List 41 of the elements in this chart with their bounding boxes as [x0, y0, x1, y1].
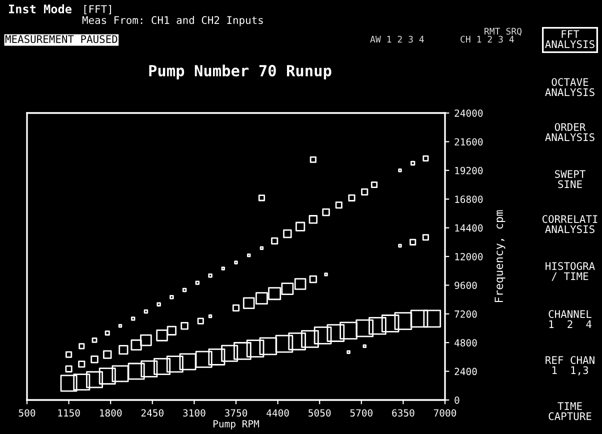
x-tick-label: 2450	[141, 409, 164, 417]
text: Meas From: CH1 and CH2 Inputs	[82, 16, 263, 26]
text: MEASUREMENT PAUSED	[5, 35, 118, 44]
text: CH 1 2 3 4	[460, 36, 514, 43]
text: REF CHAN 1 1,3	[546, 356, 594, 376]
x-tick-label: 500	[18, 409, 36, 417]
text: RMT SRQ	[484, 28, 522, 36]
y-tick-label: 19200	[455, 166, 483, 174]
x-tick-label: 3100	[183, 409, 206, 417]
text: TIME CAPTURE	[548, 402, 592, 420]
text: CHANNEL 1 2 4	[548, 310, 592, 328]
text: FFT ANALYSIS	[545, 30, 594, 48]
x-tick-label: 5050	[308, 409, 331, 417]
y-tick-label: 7200	[454, 310, 477, 318]
y-tick-label: 2400	[454, 368, 477, 376]
y-axis-title: Frequency, cpm	[494, 210, 506, 302]
x-tick-label: 3750	[224, 409, 248, 417]
x-tick-label: 6350	[392, 409, 414, 417]
y-tick-label: 21600	[454, 138, 483, 146]
text: ORDER ANALYSIS	[545, 123, 594, 142]
x-axis-title: Pump RPM	[214, 420, 259, 430]
text: SWEPT SINE	[555, 170, 586, 188]
text: AW 1 2 3 4	[370, 36, 424, 43]
y-tick-label: 9600	[454, 282, 477, 290]
y-tick-label: 0	[454, 396, 460, 404]
y-tick-label: 14400	[455, 224, 483, 232]
y-tick-label: 24000	[454, 110, 483, 117]
x-tick-label: 5700	[350, 409, 372, 417]
x-tick-label: 1800	[100, 409, 122, 417]
y-tick-label: 16800	[455, 196, 483, 203]
chart-title: Pump Number 70 Runup	[149, 64, 332, 80]
text: Inst Mode	[8, 4, 72, 14]
x-tick-label: 7000	[434, 409, 456, 417]
y-tick-label: 12000	[455, 253, 483, 260]
text: [FFT]	[84, 4, 111, 14]
y-tick-label: 4800	[454, 339, 477, 346]
text: HISTOGRA / TIME	[546, 262, 595, 281]
text: OCTAVE ANALYSIS	[545, 78, 594, 96]
text: CORRELATI ANALYSIS	[542, 215, 598, 234]
x-tick-label: 1150	[58, 409, 80, 417]
x-tick-label: 4400	[266, 409, 289, 417]
